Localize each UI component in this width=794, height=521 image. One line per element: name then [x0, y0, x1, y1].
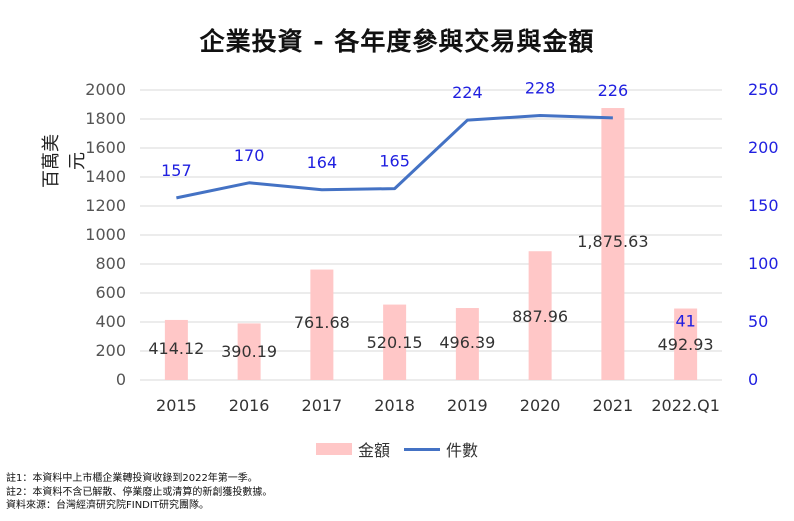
y-tick-label: 1800 [85, 109, 126, 128]
bar-data-label: 520.15 [367, 333, 423, 352]
y-tick-label: 1400 [85, 167, 126, 186]
y-tick-label: 800 [95, 254, 126, 273]
bar-data-label: 414.12 [148, 339, 204, 358]
bar [383, 304, 407, 380]
x-tick-label: 2015 [156, 396, 197, 415]
y-tick-label: 2000 [85, 80, 126, 99]
y-tick-label: 200 [95, 341, 126, 360]
y-tick-label: 400 [95, 312, 126, 331]
footnote-source: 資料來源：台灣經濟研究院FINDIT研究團隊。 [6, 500, 209, 511]
y-tick-label: 600 [95, 283, 126, 302]
line-data-label: 226 [598, 81, 629, 100]
bar-data-label: 492.93 [658, 335, 714, 354]
legend-label-count: 件數 [446, 441, 479, 460]
y-tick-label: 1200 [85, 196, 126, 215]
bar-data-label: 761.68 [294, 313, 350, 332]
bar-data-label: 390.19 [221, 342, 277, 361]
x-tick-label: 2019 [447, 396, 488, 415]
y2-tick-label: 250 [748, 80, 779, 99]
y-tick-label: 1600 [85, 138, 126, 157]
bar [237, 323, 261, 380]
y2-tick-label: 200 [748, 138, 779, 157]
footnote-1: 註1：本資料中上市櫃企業轉投資收錄到2022年第一季。 [6, 473, 258, 484]
legend: 金額 件數 [0, 437, 794, 461]
x-tick-label: 2021 [593, 396, 634, 415]
y2-tick-label: 100 [748, 254, 779, 273]
combo-chart: 0 200 400 600 800 1000 1200 1400 1600 1800 2000 0 50… [85, 79, 779, 415]
bar [674, 308, 698, 380]
line-data-label: 224 [452, 83, 483, 102]
line-data-label: 164 [307, 153, 338, 172]
legend-swatch-line [404, 447, 440, 451]
x-tick-label: 2020 [520, 396, 561, 415]
bar [164, 319, 188, 380]
legend-item-count: 件數 [404, 437, 478, 461]
line-data-label: 157 [161, 161, 192, 180]
bar [455, 308, 479, 380]
x-tick-label: 2022.Q1 [651, 396, 720, 415]
y2-tick-label: 150 [748, 196, 779, 215]
y2-tick-label: 0 [748, 370, 758, 389]
bar-data-label: 496.39 [439, 333, 495, 352]
y-tick-label: 0 [116, 370, 126, 389]
legend-item-amount: 金額 [315, 437, 390, 461]
footnotes: 註1：本資料中上市櫃企業轉投資收錄到2022年第一季。 註2：本資料不含已解散、… [6, 472, 272, 513]
y-tick-label: 1000 [85, 225, 126, 244]
line-data-label: 165 [379, 152, 410, 171]
legend-swatch-bar [315, 443, 352, 455]
bar-data-label: 887.96 [512, 307, 568, 326]
line-data-label: 228 [525, 79, 556, 98]
bar [528, 251, 552, 380]
bar-data-label: 1,875.63 [577, 232, 648, 251]
line-data-label: 41 [675, 311, 695, 330]
count-line [176, 114, 613, 200]
bar [601, 108, 625, 380]
x-tick-label: 2016 [229, 396, 270, 415]
legend-label-amount: 金額 [357, 441, 390, 460]
footnote-2: 註2：本資料不含已解散、停業廢止或清算的新創獲投數據。 [6, 486, 273, 498]
x-tick-label: 2017 [302, 396, 343, 415]
line-data-label: 170 [234, 146, 265, 165]
y2-tick-label: 50 [748, 312, 768, 331]
bar [310, 269, 334, 380]
chart-title: 企業投資 - 各年度參與交易與金額 [199, 27, 595, 56]
x-tick-label: 2018 [374, 396, 415, 415]
